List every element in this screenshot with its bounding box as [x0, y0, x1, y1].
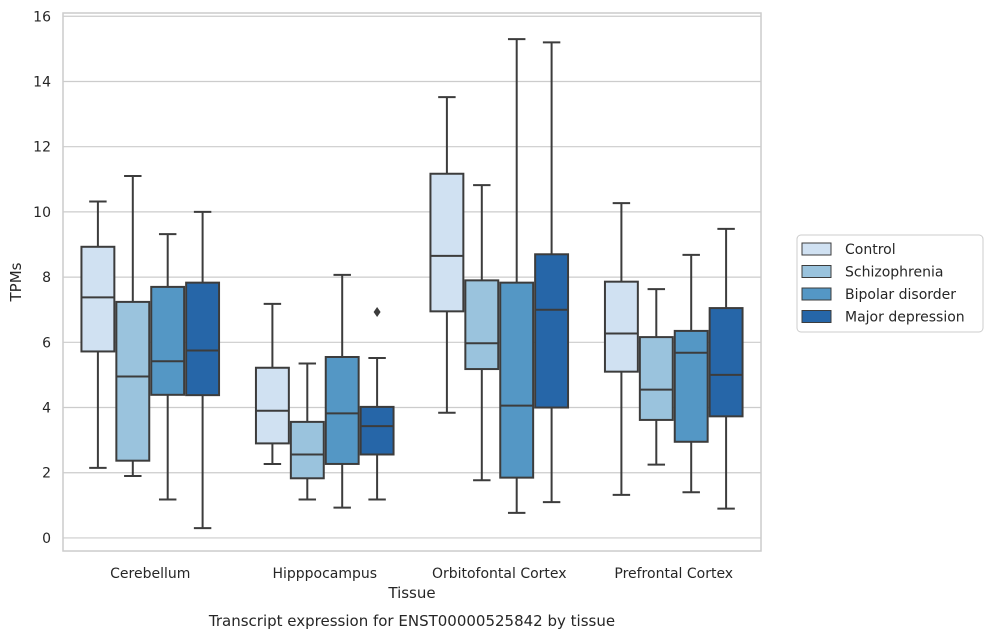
- x-axis-label: Tissue: [387, 584, 435, 602]
- iqr-box: [499, 281, 535, 479]
- legend-frame: [796, 234, 984, 333]
- iqr-box: [534, 253, 570, 409]
- plot-frame: [62, 12, 762, 552]
- y-tick-label: 6: [42, 335, 51, 351]
- box-cerebellum-control: [80, 200, 116, 469]
- iqr-box: [115, 300, 151, 462]
- x-tick-label: Cerebellum: [110, 566, 190, 582]
- x-tick-label: Prefrontal Cortex: [614, 566, 733, 582]
- outlier-point: [373, 306, 381, 317]
- y-tick-labels: 0 2 4 6 8 10 12 14 16: [33, 9, 51, 547]
- iqr-box: [708, 307, 744, 418]
- iqr-box: [289, 420, 325, 480]
- x-tick-labels: Cerebellum Hipppocampus Orbitofontal Corte…: [110, 566, 733, 582]
- x-tick-label: Orbitofontal Cortex: [432, 566, 567, 582]
- y-tick-label: 14: [33, 74, 51, 90]
- box-cerebellum-bipolar-disorder: [150, 233, 186, 501]
- box-prefrontal-cortex-schizophrenia: [638, 288, 674, 466]
- iqr-box: [359, 405, 395, 456]
- figure-caption: Transcript expression for ENST0000052584…: [208, 612, 615, 630]
- iqr-box: [80, 245, 116, 353]
- legend-swatch: [801, 265, 832, 278]
- box-orbitofontal-cortex-bipolar-disorder: [499, 38, 535, 514]
- box-prefrontal-cortex-bipolar-disorder: [673, 253, 709, 494]
- legend-label: Bipolar disorder: [845, 287, 956, 303]
- box-orbitofontal-cortex-control: [429, 96, 465, 414]
- iqr-box: [464, 279, 500, 371]
- legend-swatch: [801, 287, 832, 301]
- iqr-box: [150, 285, 186, 396]
- y-tick-label: 4: [42, 401, 51, 417]
- iqr-box: [638, 336, 674, 421]
- legend-label: Schizophrenia: [845, 265, 943, 281]
- y-tick-label: 10: [33, 205, 51, 221]
- y-tick-label: 16: [33, 9, 51, 25]
- box-hipppocampus-major-depression: [359, 306, 395, 501]
- y-tick-label: 0: [42, 531, 51, 547]
- iqr-box: [603, 280, 639, 373]
- y-tick-label: 2: [42, 466, 51, 482]
- y-tick-label: 8: [42, 270, 51, 286]
- iqr-box: [429, 172, 465, 313]
- legend-swatch: [801, 242, 832, 256]
- iqr-box: [673, 329, 709, 443]
- box-prefrontal-cortex-major-depression: [708, 227, 744, 510]
- x-tick-label: Hipppocampus: [272, 566, 377, 582]
- box-hipppocampus-bipolar-disorder: [324, 273, 360, 509]
- iqr-box: [254, 366, 290, 445]
- legend: Control Schizophrenia Bipolar disorder Majo…: [796, 234, 984, 333]
- y-axis-label: TPMs: [7, 262, 25, 302]
- box-hipppocampus-schizophrenia: [289, 362, 325, 501]
- box-hipppocampus-control: [254, 302, 290, 465]
- box-orbitofontal-cortex-schizophrenia: [464, 184, 500, 482]
- box-prefrontal-cortex-control: [603, 202, 639, 496]
- legend-swatch: [801, 310, 832, 323]
- iqr-box: [324, 355, 360, 465]
- iqr-box: [185, 281, 221, 397]
- box-cerebellum-major-depression: [185, 210, 221, 530]
- legend-label: Control: [845, 242, 896, 258]
- legend-label: Major depression: [845, 310, 965, 326]
- y-tick-label: 12: [33, 140, 51, 156]
- box-orbitofontal-cortex-major-depression: [534, 41, 570, 504]
- box-cerebellum-schizophrenia: [115, 175, 151, 478]
- box-groups: [80, 38, 744, 530]
